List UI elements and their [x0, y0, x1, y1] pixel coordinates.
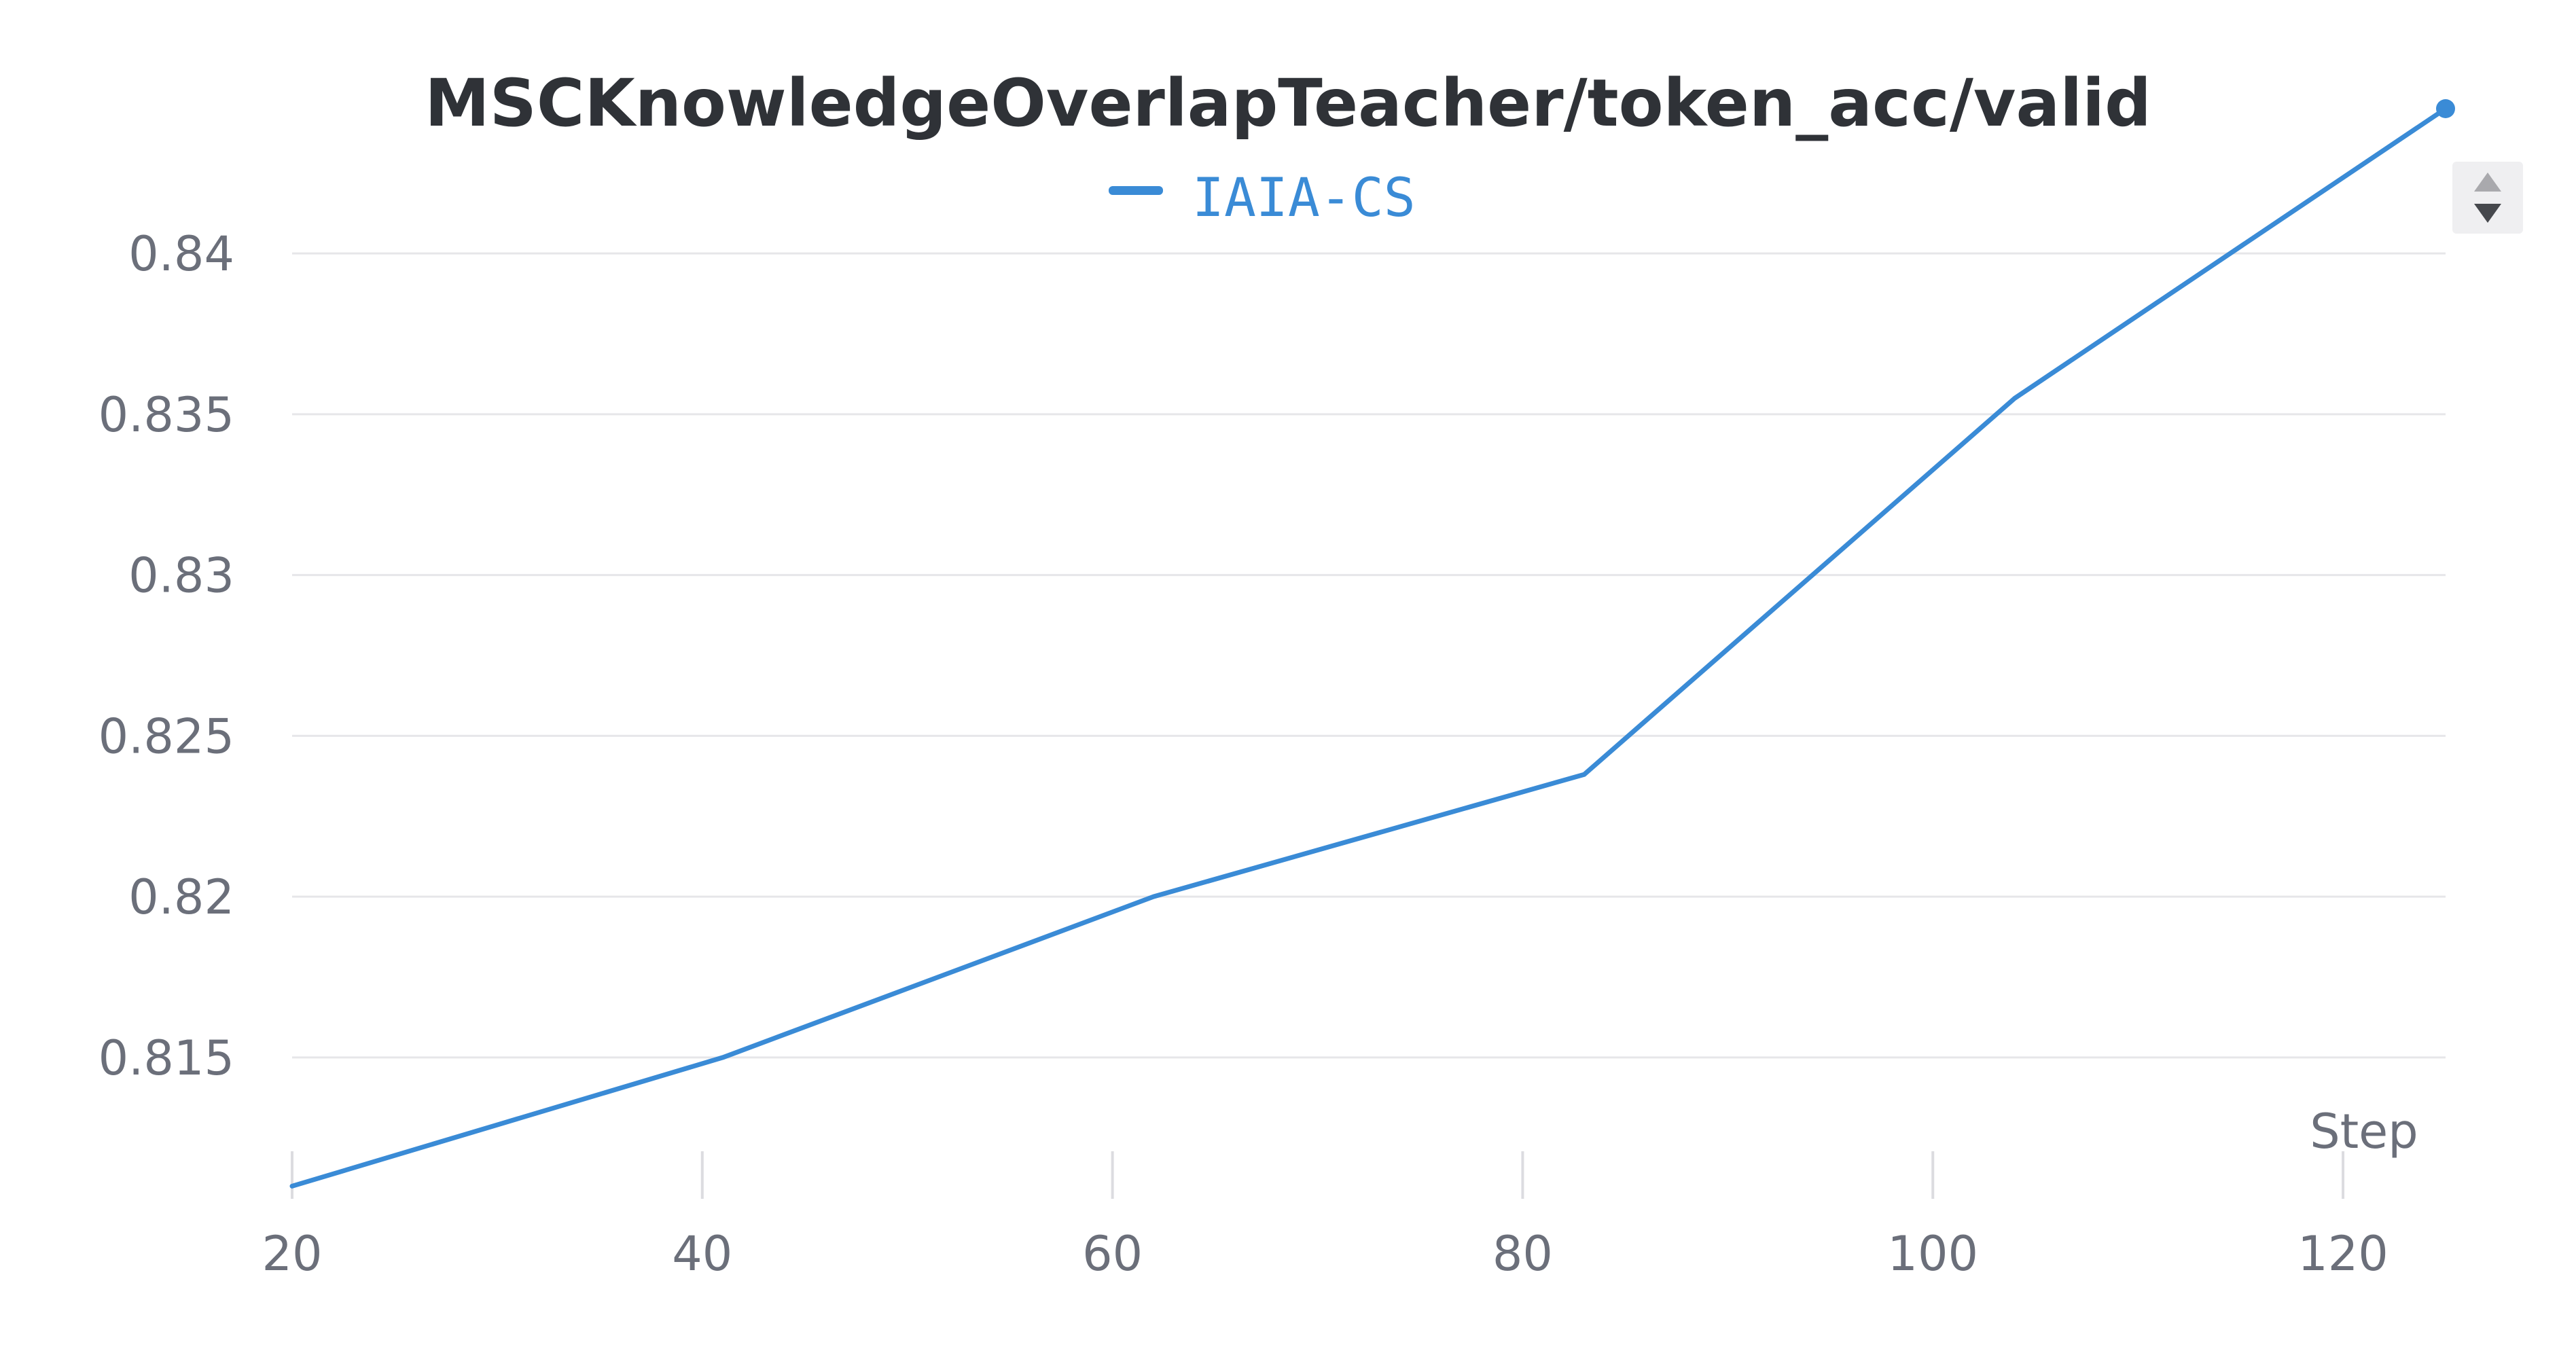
legend-label: IAIA-CS: [1192, 168, 1416, 229]
y-tick-label: 0.83: [128, 548, 234, 604]
y-axis-ticks: 0.815 0.82 0.825 0.83 0.835 0.84: [99, 226, 234, 1086]
legend[interactable]: IAIA-CS: [1109, 168, 1416, 229]
y-tick-label: 0.825: [99, 708, 234, 764]
grid-lines: [292, 252, 2446, 1059]
legend-swatch: [1109, 186, 1163, 195]
x-tick-label: 100: [1887, 1226, 1978, 1282]
x-tick-label: 80: [1492, 1226, 1553, 1282]
x-tick-label: 60: [1082, 1226, 1143, 1282]
series-line-iaia-cs: [289, 106, 2448, 1189]
y-tick-label: 0.84: [128, 226, 234, 282]
series-data-point[interactable]: [1147, 890, 1160, 903]
x-tick-label: 20: [262, 1226, 322, 1282]
y-tick-label: 0.835: [99, 387, 234, 443]
x-axis-ticks: 20 40 60 80 100 120: [262, 1151, 2389, 1282]
legend-scroll-control[interactable]: [2452, 162, 2523, 234]
x-tick-label: 40: [672, 1226, 732, 1282]
chart-title: MSCKnowledgeOverlapTeacher/token_acc/val…: [425, 65, 2151, 141]
series-data-point[interactable]: [716, 1051, 730, 1064]
arrow-up-icon[interactable]: [2474, 173, 2501, 192]
y-tick-label: 0.815: [99, 1030, 234, 1086]
series-data-point[interactable]: [285, 1179, 299, 1193]
y-tick-label: 0.82: [128, 869, 234, 925]
series-data-point[interactable]: [2008, 391, 2022, 405]
series-end-point[interactable]: [2436, 99, 2455, 118]
x-axis-label: Step: [2310, 1104, 2418, 1159]
arrow-down-icon[interactable]: [2474, 204, 2501, 223]
x-tick-label: 120: [2297, 1226, 2389, 1282]
series-group: [285, 99, 2455, 1193]
series-data-point[interactable]: [1577, 768, 1591, 781]
